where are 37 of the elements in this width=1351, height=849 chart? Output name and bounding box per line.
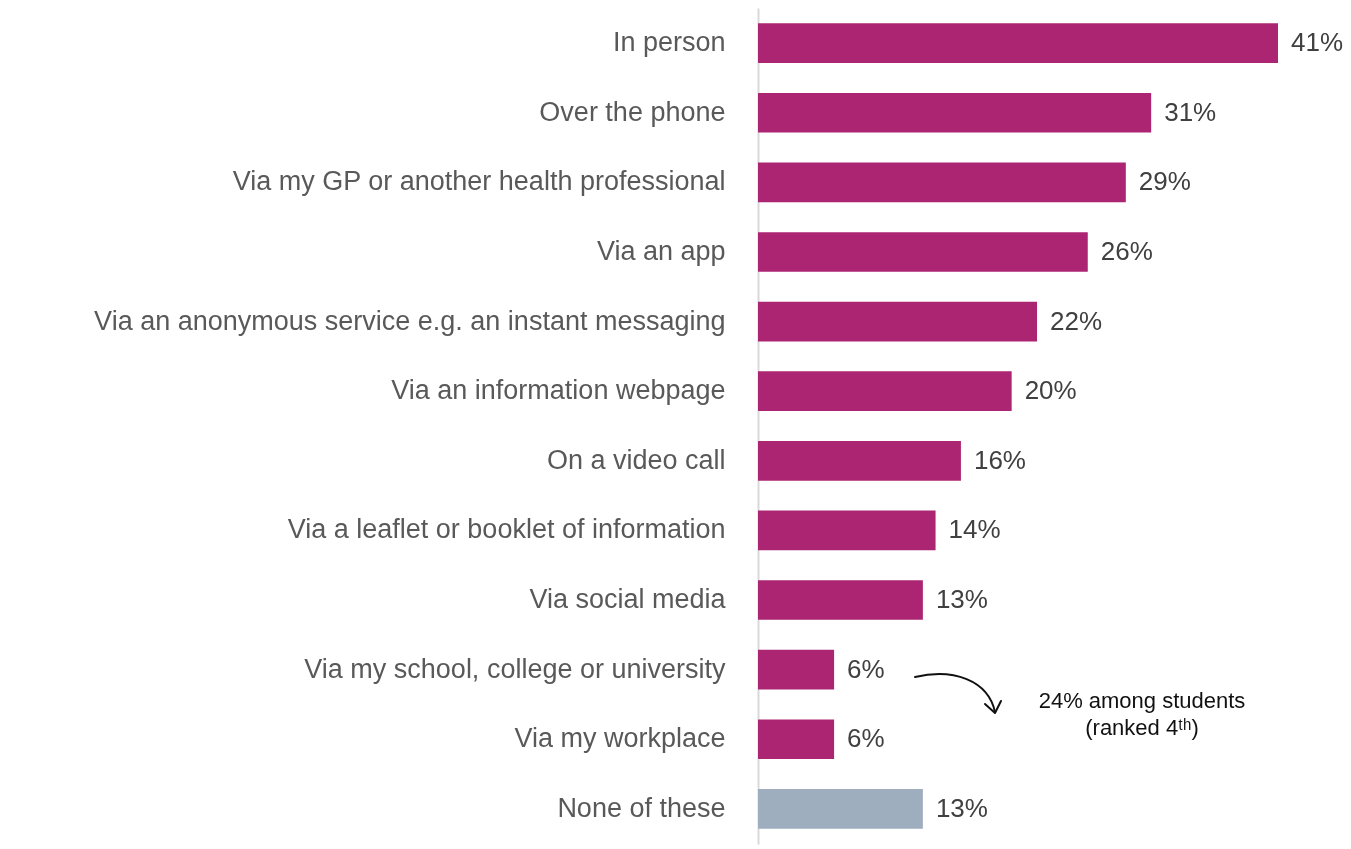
data-label: 6%	[847, 653, 885, 684]
data-label: 20%	[1024, 375, 1077, 406]
bar	[758, 789, 923, 829]
data-label: 41%	[1291, 27, 1344, 58]
bar	[758, 440, 961, 481]
data-label: 14%	[948, 514, 1001, 545]
y-tick-label: Via an app	[596, 235, 726, 266]
y-tick-label: Via my school, college or university	[304, 653, 726, 684]
data-label: 22%	[1050, 305, 1103, 336]
bar	[758, 232, 1088, 272]
y-tick-label: None of these	[557, 792, 726, 823]
bar	[758, 510, 936, 551]
y-tick-label: Via a leaflet or booklet of information	[287, 514, 726, 545]
bar	[758, 719, 835, 760]
bar	[758, 301, 1038, 342]
data-label: 13%	[935, 792, 988, 823]
bar	[758, 371, 1012, 412]
data-label: 16%	[973, 444, 1026, 475]
bar	[758, 92, 1152, 133]
data-label: 29%	[1138, 166, 1191, 197]
bar	[758, 23, 1278, 63]
y-tick-label: Via my workplace	[514, 723, 726, 754]
y-tick-label: Via an anonymous service e.g. an instant messaging	[94, 305, 726, 336]
y-tick-label: Via an information webpage	[391, 375, 726, 406]
bar	[758, 580, 923, 620]
y-tick-label: Via social media	[529, 584, 727, 615]
annotation: 24% among students (ranked 4ᵗʰ)	[1038, 688, 1246, 740]
data-label: 6%	[847, 723, 885, 754]
bar	[758, 649, 835, 690]
y-tick-label: On a video call	[546, 444, 726, 475]
y-tick-label: Via my GP or another health professional	[232, 166, 726, 197]
y-tick-label: Over the phone	[539, 96, 726, 127]
bar	[758, 162, 1126, 203]
y-tick-label: In person	[612, 27, 726, 58]
data-label: 13%	[935, 584, 988, 615]
data-label: 31%	[1164, 96, 1217, 127]
data-label: 26%	[1100, 235, 1153, 266]
